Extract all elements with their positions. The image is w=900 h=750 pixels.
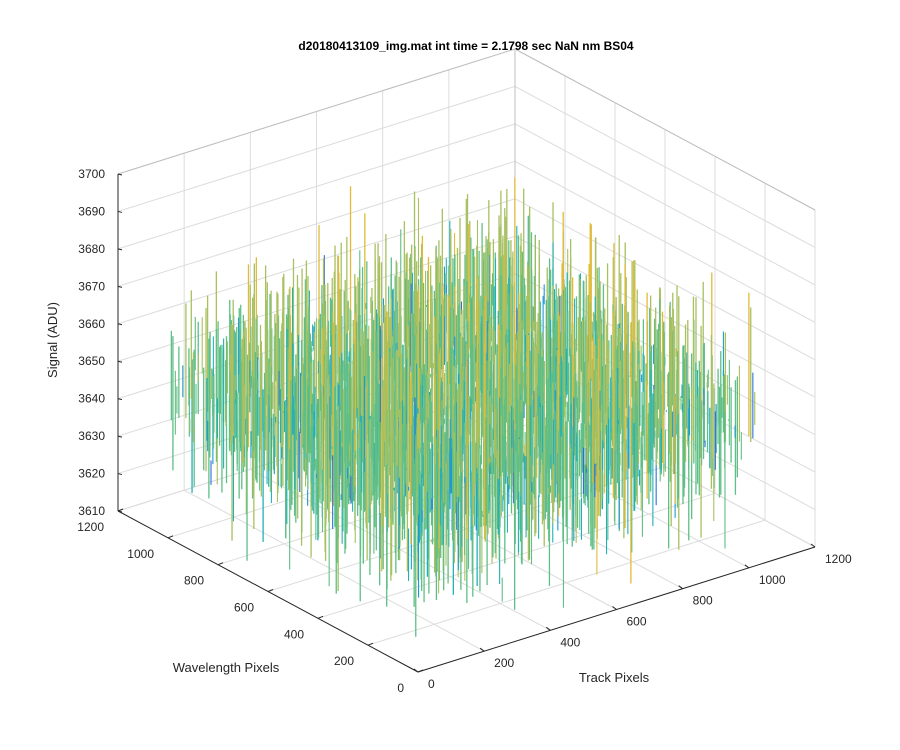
x-tick-mark <box>612 606 617 610</box>
z-tick-mark <box>117 473 123 476</box>
wall-grid-line <box>117 123 516 250</box>
y-tick-label: 0 <box>397 681 404 695</box>
axes-front <box>117 173 816 673</box>
y-tick-mark <box>367 642 374 646</box>
z-tick-mark <box>117 435 123 438</box>
x-tick-mark <box>546 626 551 631</box>
chart-title: d20180413109_img.mat int time = 2.1798 s… <box>298 39 634 53</box>
y-tick-mark <box>217 562 224 566</box>
wall-grid-line <box>514 160 816 323</box>
y-tick-mark <box>317 615 324 619</box>
x-tick-label: 400 <box>560 635 580 649</box>
x-tick-mark <box>678 585 683 590</box>
x-tick-label: 1000 <box>759 573 786 587</box>
z-tick-label: 3680 <box>78 242 105 256</box>
x-tick-mark <box>810 543 816 548</box>
z-tick-mark <box>117 173 123 176</box>
x-tick-label: 0 <box>428 677 435 691</box>
y-tick-label: 1000 <box>127 547 154 561</box>
x-tick-label: 1200 <box>825 552 852 566</box>
floor-grid-line <box>317 492 716 619</box>
y-tick-label: 1200 <box>77 520 104 534</box>
y-axis-label: Wavelength Pixels <box>173 660 280 675</box>
wall-grid-line <box>514 235 816 398</box>
y-tick-mark <box>167 535 174 539</box>
z-tick-mark <box>117 323 123 326</box>
x-axis-label: Track Pixels <box>579 670 650 685</box>
x-tick-mark <box>479 647 485 652</box>
y-tick-label: 800 <box>184 574 204 588</box>
wall-grid-line <box>117 235 516 362</box>
z-tick-mark <box>117 210 123 213</box>
x-tick-label: 800 <box>693 594 713 608</box>
y-tick-label: 400 <box>284 627 304 641</box>
y-tick-mark <box>417 669 424 673</box>
z-tick-label: 3640 <box>78 392 105 406</box>
x-tick-label: 600 <box>627 615 647 629</box>
surface-data <box>170 177 756 637</box>
wall-grid-line <box>117 160 516 287</box>
z-tick-mark <box>117 360 123 363</box>
z-tick-mark <box>117 248 123 251</box>
z-tick-label: 3620 <box>78 467 105 481</box>
z-tick-mark <box>117 285 123 288</box>
wall-grid-line <box>117 85 516 212</box>
tick-labels: 0 200 400 600 800 1000 1200 0 200 400 600 800 1000 12… <box>77 167 852 695</box>
z-tick-label: 3610 <box>78 504 105 518</box>
z-tick-mark <box>117 398 123 401</box>
x-tick-mark <box>744 564 750 569</box>
y-tick-mark <box>117 508 124 512</box>
y-tick-mark <box>267 589 274 592</box>
wall-grid-line <box>514 123 816 286</box>
z-tick-label: 3630 <box>78 429 105 443</box>
top-back-edge <box>514 48 816 211</box>
x-tick-mark <box>413 668 419 673</box>
wall-grid-line <box>514 86 816 248</box>
z-tick-mark <box>117 510 123 513</box>
z-tick-label: 3660 <box>78 317 105 331</box>
z-tick-label: 3690 <box>78 204 105 218</box>
y-tick-label: 600 <box>234 601 254 615</box>
x-tick-label: 200 <box>494 656 514 670</box>
wall-grid-line <box>514 198 816 361</box>
top-back-edge <box>117 48 516 175</box>
z-tick-label: 3700 <box>78 167 105 181</box>
z-axis-label: Signal (ADU) <box>45 302 60 378</box>
z-tick-label: 3650 <box>78 354 105 368</box>
y-tick-label: 200 <box>334 654 354 668</box>
wall-grid-line <box>514 273 816 436</box>
floor-grid-line <box>367 519 766 646</box>
wall-grid-line <box>117 198 516 325</box>
z-tick-label: 3670 <box>78 279 105 293</box>
